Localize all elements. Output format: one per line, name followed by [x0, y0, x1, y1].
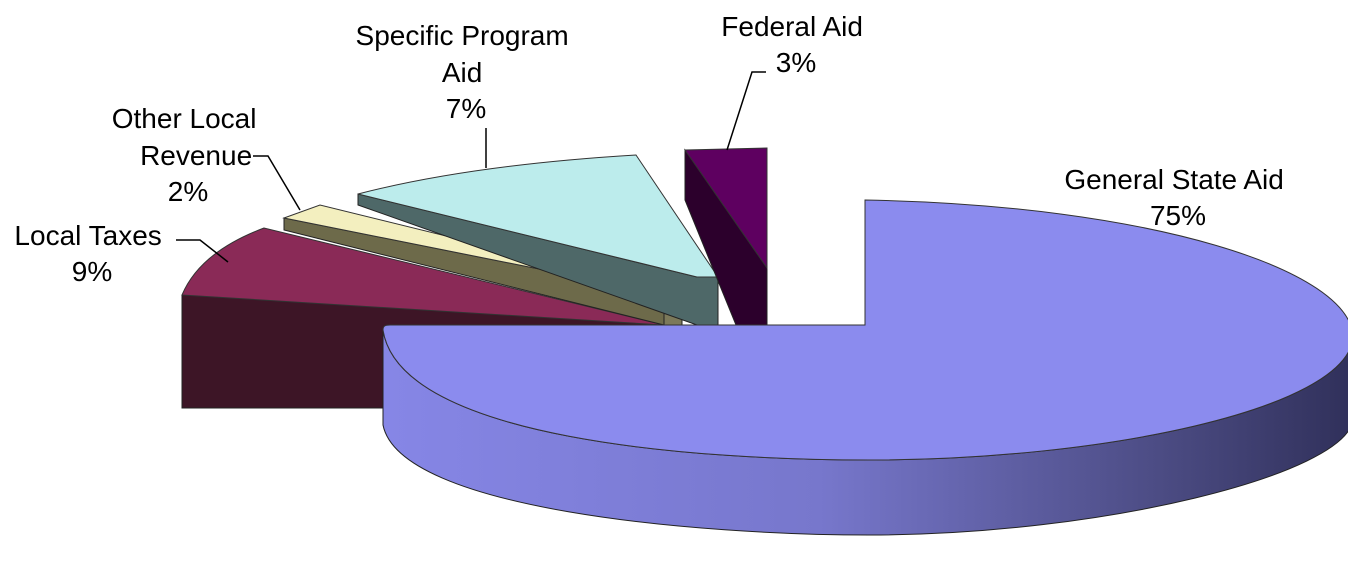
label-specific-program-aid-name-2: Aid	[442, 57, 482, 88]
slice-local-taxes-top	[181, 227, 665, 326]
label-general-state-aid-name: General State Aid	[1064, 164, 1283, 195]
slice-general-state-aid-top	[382, 199, 1348, 461]
leader-local-taxes	[176, 239, 229, 263]
label-federal-aid: Federal Aid 3%	[721, 11, 870, 78]
slice-federal-aid-top	[684, 147, 768, 270]
label-federal-aid-pct: 3%	[776, 47, 816, 78]
label-specific-program-aid-name-1: Specific Program	[356, 20, 569, 51]
label-local-taxes-name: Local Taxes	[14, 220, 161, 251]
label-general-state-aid: General State Aid 75%	[1064, 164, 1291, 231]
label-other-local-revenue-name-2: Revenue	[140, 140, 252, 171]
label-specific-program-aid-pct: 7%	[446, 93, 486, 124]
label-other-local-revenue-pct: 2%	[168, 176, 208, 207]
slice-specific-program-aid	[357, 154, 719, 326]
leader-federal-aid	[726, 71, 766, 151]
label-general-state-aid-pct: 75%	[1150, 200, 1206, 231]
label-other-local-revenue-name-1: Other Local	[112, 103, 257, 134]
label-other-local-revenue: Other Local Revenue 2%	[112, 103, 265, 207]
slice-general-state-aid	[382, 199, 1348, 536]
label-federal-aid-name: Federal Aid	[721, 11, 863, 42]
label-local-taxes: Local Taxes 9%	[14, 220, 169, 287]
slice-specific-program-aid-top	[357, 154, 719, 278]
leader-other-local-revenue	[253, 155, 301, 211]
label-specific-program-aid: Specific Program Aid 7%	[356, 20, 577, 124]
label-local-taxes-pct: 9%	[72, 256, 112, 287]
